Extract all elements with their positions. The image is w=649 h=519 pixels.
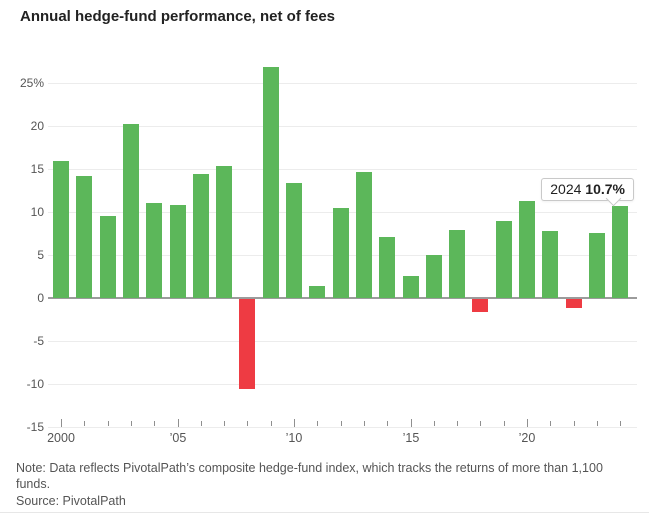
tooltip-year: 2024 [550, 181, 582, 197]
x-minor-tick-2012 [341, 421, 342, 426]
bar-2009[interactable] [263, 67, 279, 298]
x-minor-tick-2008 [247, 421, 248, 426]
x-minor-tick-2016 [434, 421, 435, 426]
x-axis-label-2005: ’05 [169, 431, 187, 445]
y-axis-label: -5 [33, 334, 44, 348]
y-axis-label: 0 [37, 291, 44, 305]
bar-2001[interactable] [76, 176, 92, 298]
y-axis-label: -15 [26, 420, 44, 434]
bar-2004[interactable] [146, 203, 162, 298]
x-minor-tick-2024 [620, 421, 621, 426]
gridline-15 [48, 169, 637, 170]
x-minor-tick-2022 [574, 421, 575, 426]
bar-2015[interactable] [403, 276, 419, 298]
bar-2011[interactable] [309, 286, 325, 298]
bar-2021[interactable] [542, 231, 558, 298]
x-minor-tick-2002 [108, 421, 109, 426]
x-major-tick-2020 [527, 419, 528, 427]
bar-2014[interactable] [379, 237, 395, 298]
x-minor-tick-2001 [84, 421, 85, 426]
x-major-tick-2010 [294, 419, 295, 427]
x-minor-tick-2017 [457, 421, 458, 426]
bar-2010[interactable] [286, 183, 302, 298]
bottom-divider [0, 512, 649, 513]
x-minor-tick-2018 [480, 421, 481, 426]
x-minor-tick-2006 [201, 421, 202, 426]
x-minor-tick-2004 [154, 421, 155, 426]
gridline--5 [48, 341, 637, 342]
bar-2005[interactable] [170, 205, 186, 298]
bar-2016[interactable] [426, 255, 442, 298]
bar-2006[interactable] [193, 174, 209, 298]
bar-2012[interactable] [333, 208, 349, 298]
x-minor-tick-2003 [131, 421, 132, 426]
bar-2008[interactable] [239, 299, 255, 389]
gridline-25 [48, 83, 637, 84]
zero-baseline [48, 297, 637, 299]
y-axis-label: 5 [37, 248, 44, 262]
x-minor-tick-2019 [504, 421, 505, 426]
bar-2019[interactable] [496, 221, 512, 298]
bar-2013[interactable] [356, 172, 372, 298]
bar-2003[interactable] [123, 124, 139, 298]
x-major-tick-2000 [61, 419, 62, 427]
y-axis-label: 10 [30, 205, 44, 219]
x-minor-tick-2021 [550, 421, 551, 426]
bar-2018[interactable] [472, 299, 488, 312]
bar-2023[interactable] [589, 233, 605, 298]
x-major-tick-2015 [411, 419, 412, 427]
bar-2024[interactable] [612, 206, 628, 298]
y-axis-label: 25% [19, 76, 44, 90]
bar-2007[interactable] [216, 166, 232, 298]
x-minor-tick-2009 [271, 421, 272, 426]
y-axis-label: -10 [26, 377, 44, 391]
y-axis-label: 20 [30, 119, 44, 133]
bar-2002[interactable] [100, 216, 116, 298]
x-axis-label-2000: 2000 [47, 431, 75, 445]
bar-2000[interactable] [53, 161, 69, 298]
gridline--15 [48, 427, 637, 428]
x-axis-label-2010: ’10 [285, 431, 303, 445]
y-axis-label: 15 [30, 162, 44, 176]
x-axis-label-2020: ’20 [518, 431, 536, 445]
x-minor-tick-2007 [224, 421, 225, 426]
x-minor-tick-2011 [317, 421, 318, 426]
x-minor-tick-2023 [597, 421, 598, 426]
x-axis-label-2015: ’15 [402, 431, 420, 445]
x-minor-tick-2013 [364, 421, 365, 426]
bar-2017[interactable] [449, 230, 465, 298]
tooltip-value: 10.7% [585, 181, 625, 197]
gridline--10 [48, 384, 637, 385]
bar-2020[interactable] [519, 201, 535, 298]
gridline-20 [48, 126, 637, 127]
chart-note: Note: Data reflects PivotalPath’s compos… [16, 461, 603, 491]
chart-title: Annual hedge-fund performance, net of fe… [20, 8, 336, 25]
x-minor-tick-2014 [387, 421, 388, 426]
bar-2022[interactable] [566, 299, 582, 308]
chart-source: Source: PivotalPath [16, 494, 126, 508]
x-major-tick-2005 [178, 419, 179, 427]
